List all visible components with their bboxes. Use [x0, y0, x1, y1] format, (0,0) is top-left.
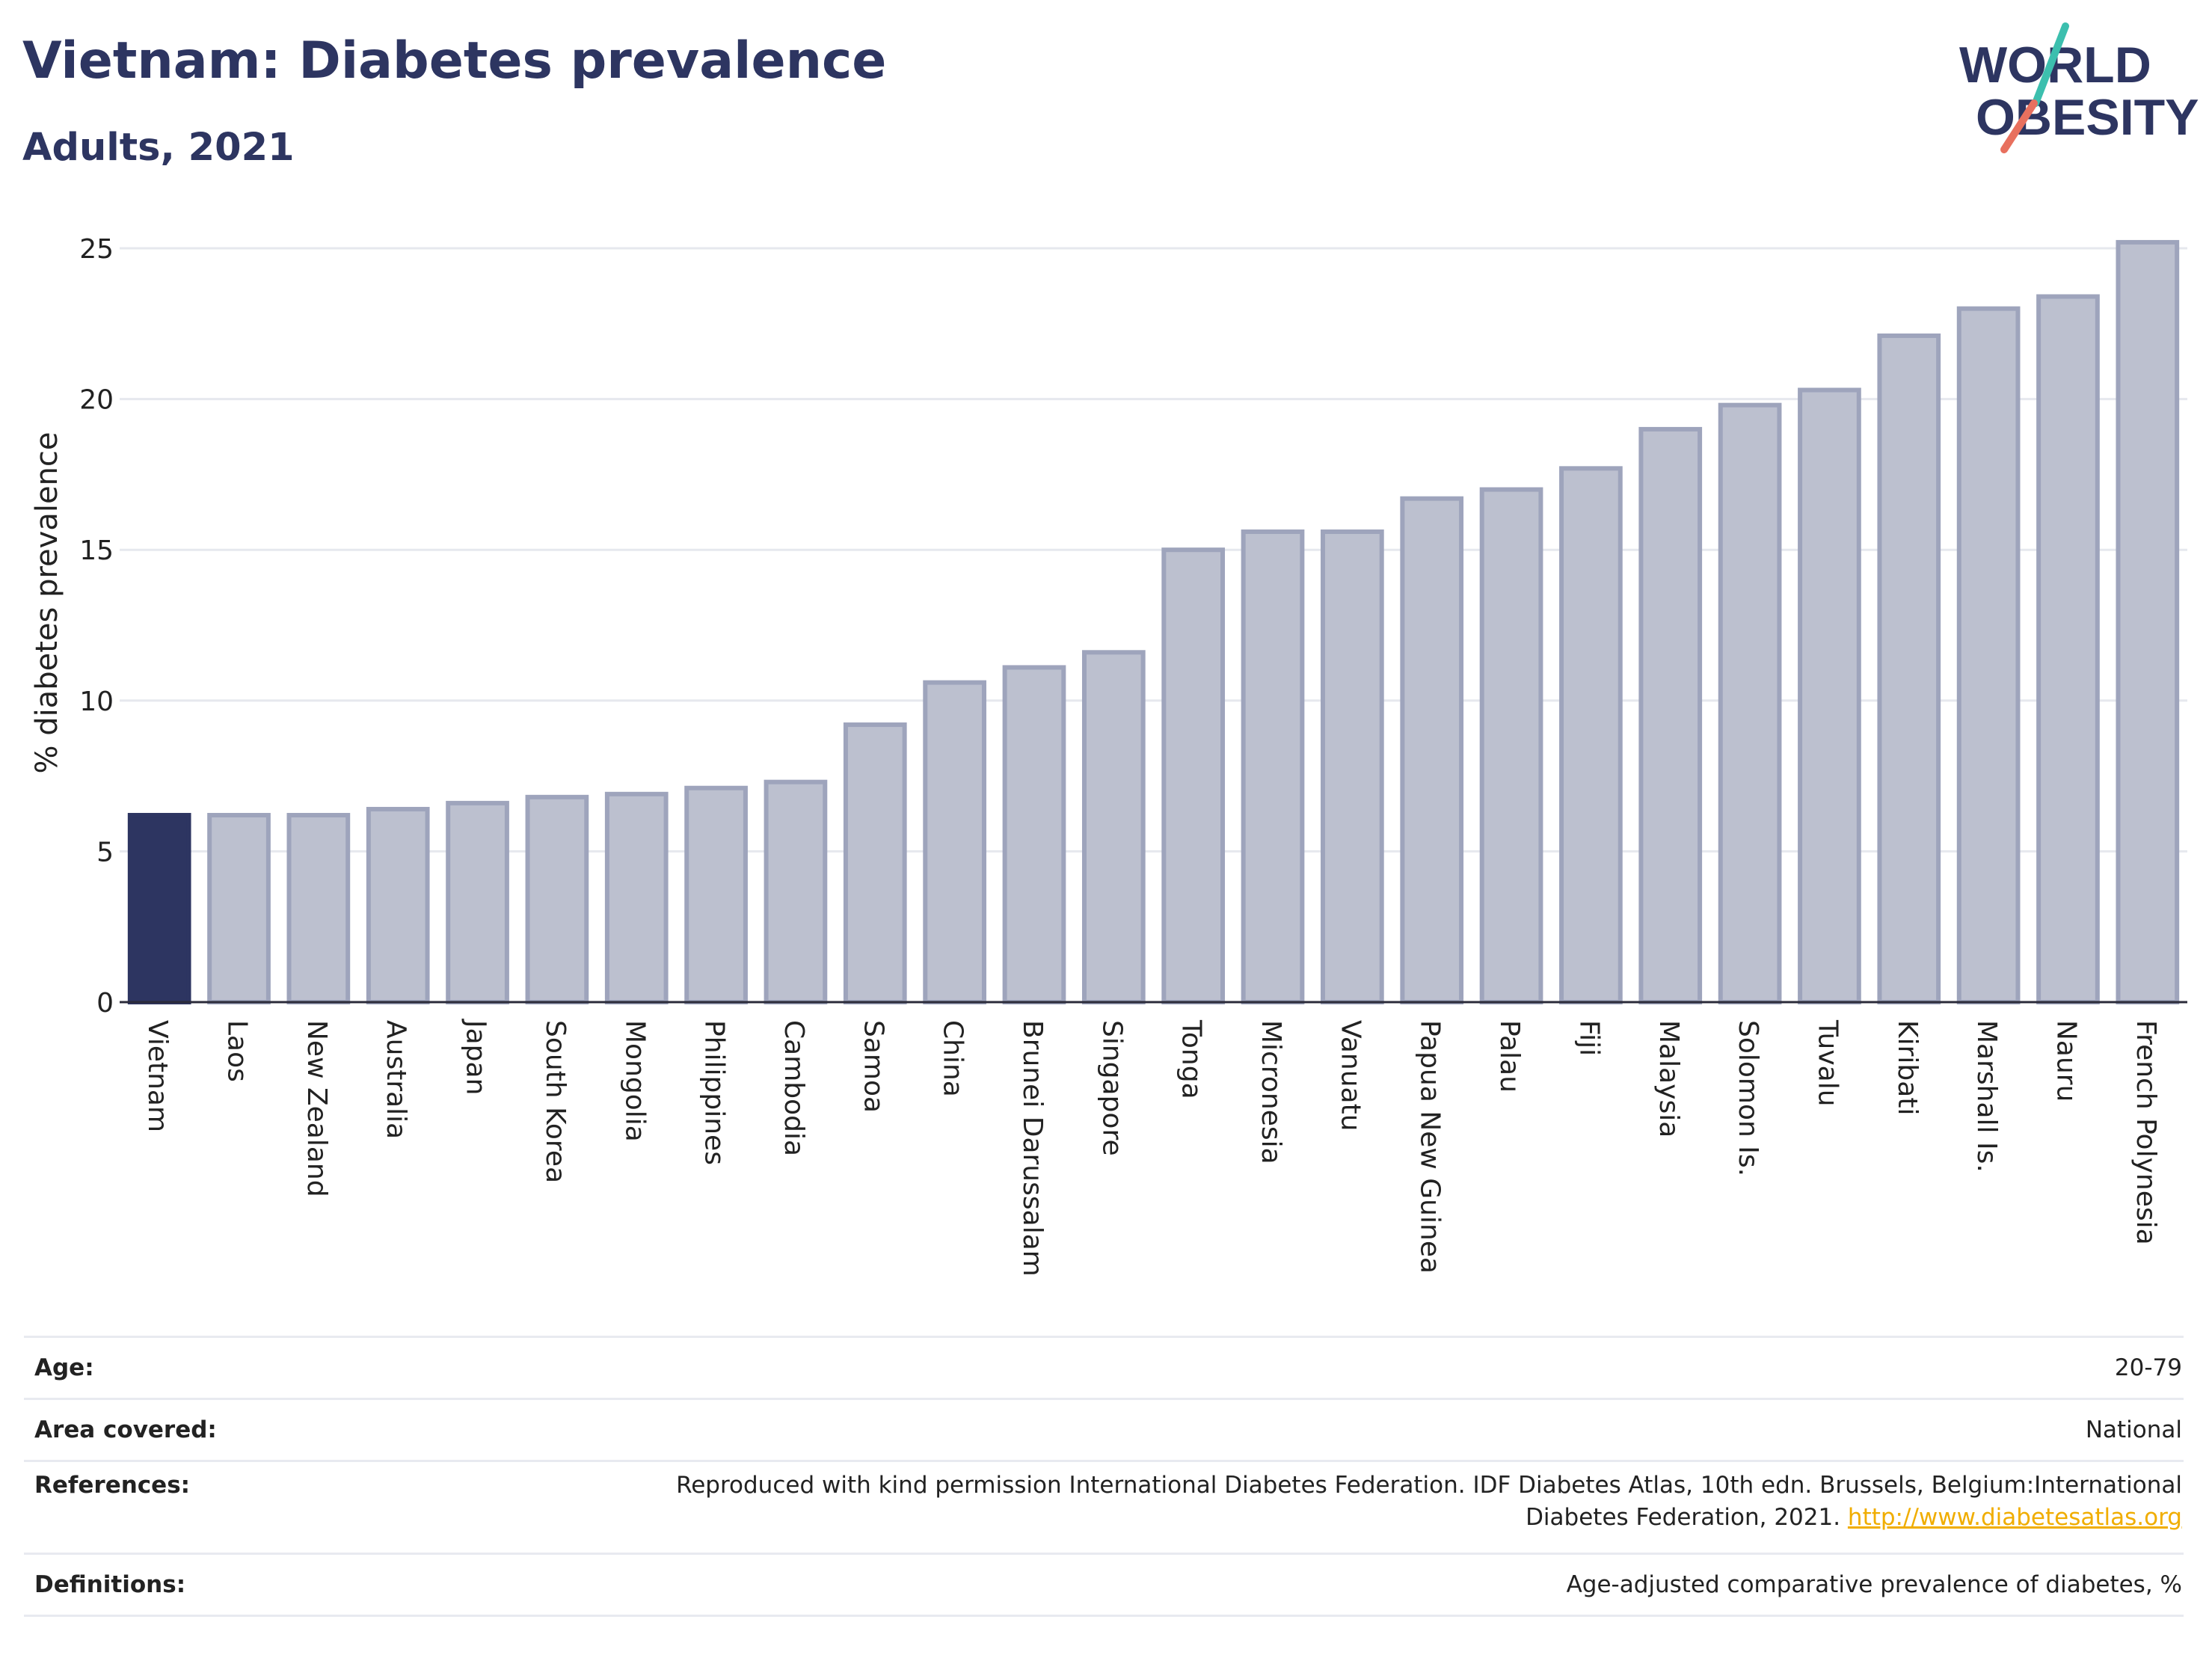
bar-solomon-is	[1718, 402, 1782, 1004]
y-tick-label: 20	[79, 385, 114, 416]
bar-kiribati	[1877, 333, 1941, 1005]
bar-south-korea	[525, 794, 589, 1004]
grid-lines	[120, 247, 2187, 853]
info-row-age: Age: 20-79	[24, 1336, 2184, 1398]
bars	[127, 239, 2180, 1005]
age-label: Age:	[34, 1354, 94, 1381]
y-tick-label: 0	[96, 988, 114, 1019]
bar-palau	[1479, 487, 1543, 1004]
y-tick-label: 10	[79, 687, 114, 717]
x-tick-label: Palau	[1494, 1020, 1525, 1093]
x-tick-label: Laos	[222, 1020, 253, 1082]
world-obesity-logo: WORLD OBESITY	[1959, 22, 2199, 153]
bar-marshall-is	[1956, 306, 2021, 1004]
x-tick-label: Samoa	[858, 1020, 888, 1113]
logo-slash-teal	[2032, 22, 2069, 107]
x-tick-label: French Polynesia	[2130, 1020, 2161, 1245]
x-tick-label: Vietnam	[142, 1020, 173, 1132]
category-labels: Vietnam Laos New Zealand Australia Japan Sout…	[142, 1019, 2161, 1277]
bar-nauru	[2036, 294, 2100, 1004]
bar-philippines	[684, 785, 748, 1005]
x-tick-label: Japan	[461, 1019, 491, 1095]
info-row-area: Area covered: National	[24, 1398, 2184, 1460]
chart-subtitle: Adults, 2021	[22, 126, 295, 170]
x-tick-label: South Korea	[540, 1020, 571, 1183]
info-row-definitions: Definitions: Age-adjusted comparative pr…	[24, 1553, 2184, 1617]
bar-tonga	[1161, 547, 1226, 1004]
x-tick-label: Vanuatu	[1335, 1020, 1365, 1132]
bar-vanuatu	[1321, 529, 1384, 1004]
x-tick-label: Singapore	[1096, 1020, 1127, 1156]
x-tick-label: Tuvalu	[1812, 1019, 1843, 1107]
x-tick-label: Tonga	[1176, 1019, 1207, 1099]
bar-french-polynesia	[2116, 239, 2180, 1005]
references-label: References:	[34, 1472, 191, 1499]
x-tick-label: Malaysia	[1653, 1020, 1684, 1137]
x-tick-label: China	[938, 1020, 968, 1097]
bar-brunei-darussalam	[1002, 665, 1066, 1004]
info-table: Age: 20-79 Area covered: National Refere…	[24, 1336, 2184, 1617]
logo-slash-coral	[2000, 99, 2038, 153]
x-tick-label: Philippines	[699, 1020, 730, 1165]
bar-fiji	[1559, 466, 1623, 1004]
x-tick-label: Marshall Is.	[1971, 1020, 2002, 1173]
bar-laos	[207, 813, 271, 1004]
bar-malaysia	[1638, 426, 1703, 1004]
bar-vietnam	[127, 813, 191, 1004]
definitions-value: Age-adjusted comparative prevalence of d…	[1566, 1570, 2182, 1598]
area-label: Area covered:	[34, 1416, 217, 1443]
references-link[interactable]: http://www.diabetesatlas.org	[1847, 1504, 2182, 1531]
x-tick-label: Fiji	[1573, 1020, 1604, 1056]
area-value: National	[2085, 1416, 2182, 1443]
bar-china	[923, 680, 986, 1004]
bar-singapore	[1081, 650, 1146, 1005]
info-row-references: References: Reproduced with kind permiss…	[24, 1460, 2184, 1553]
x-tick-label: Australia	[381, 1020, 411, 1139]
definitions-label: Definitions:	[34, 1571, 186, 1598]
x-tick-label: Papua New Guinea	[1415, 1020, 1446, 1274]
bar-mongolia	[604, 791, 669, 1004]
bar-samoa	[843, 722, 907, 1005]
x-tick-label: New Zealand	[301, 1020, 332, 1197]
references-value: Reproduced with kind permission Internat…	[649, 1470, 2184, 1534]
x-tick-label: Solomon Is.	[1733, 1020, 1763, 1176]
y-tick-label: 25	[79, 234, 114, 265]
x-tick-label: Nauru	[2050, 1020, 2081, 1102]
bar-micronesia	[1241, 529, 1305, 1004]
bar-australia	[366, 806, 430, 1005]
bar-papua-new-guinea	[1400, 496, 1464, 1004]
age-value: 20-79	[2114, 1354, 2182, 1381]
y-tick-label: 15	[79, 535, 114, 566]
y-tick-labels: 0 5 10 15 20 25	[79, 234, 114, 1019]
references-text: Reproduced with kind permission Internat…	[676, 1472, 2182, 1531]
x-tick-label: Kiribati	[1892, 1020, 1923, 1115]
x-tick-label: Brunei Darussalam	[1017, 1020, 1048, 1277]
y-axis-label: % diabetes prevalence	[30, 432, 64, 773]
y-tick-label: 5	[96, 837, 114, 868]
bar-cambodia	[764, 779, 828, 1004]
x-tick-label: Mongolia	[619, 1020, 650, 1142]
chart-title: Vietnam: Diabetes prevalence	[22, 31, 887, 90]
bar-new-zealand	[286, 813, 351, 1004]
bar-japan	[446, 800, 509, 1004]
x-tick-label: Cambodia	[778, 1020, 809, 1156]
x-tick-label: Micronesia	[1256, 1020, 1286, 1164]
bar-tuvalu	[1798, 387, 1861, 1004]
bar-chart: 0 5 10 15 20 25 Vietnam Laos New Zealand Austral…	[30, 234, 2187, 1277]
